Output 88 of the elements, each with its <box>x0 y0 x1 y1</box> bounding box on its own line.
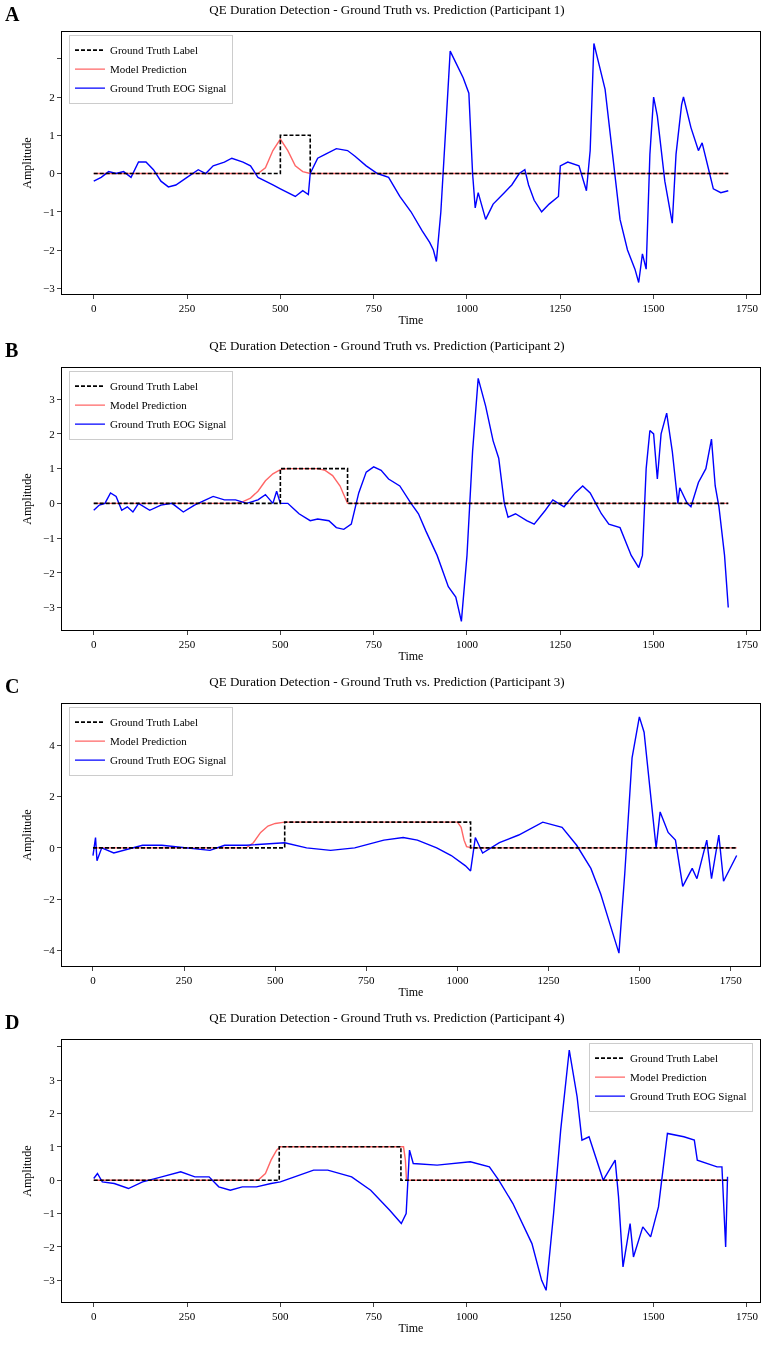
y-tick-label: −1 <box>43 205 55 218</box>
y-axis-title: Amplitude <box>20 1145 35 1197</box>
legend-label: Model Prediction <box>109 735 188 748</box>
y-tick-label: 0 <box>49 841 56 854</box>
x-axis-title: Time <box>398 1321 424 1336</box>
x-tick-label: 1750 <box>735 638 759 651</box>
x-tick-label: 1250 <box>537 974 561 987</box>
legend-label: Model Prediction <box>109 399 188 412</box>
x-tick-label: 1750 <box>719 974 743 987</box>
x-tick-label: 0 <box>90 302 97 315</box>
x-tick-label: 750 <box>358 974 376 987</box>
text: D <box>5 1011 20 1033</box>
y-tick-label: 0 <box>49 167 56 180</box>
y-tick-label: 3 <box>49 1073 56 1086</box>
legend-label: Ground Truth EOG Signal <box>630 1090 747 1103</box>
x-tick-label: 250 <box>178 638 196 651</box>
y-axis-title: Amplitude <box>20 809 35 861</box>
y-tick-label: 4 <box>49 738 56 751</box>
x-tick-label: 1750 <box>735 302 759 315</box>
y-tick-label: 2 <box>49 790 55 803</box>
x-tick-label: 750 <box>365 302 383 315</box>
x-axis-title: Time <box>398 313 424 328</box>
x-tick-label: 250 <box>175 974 193 987</box>
y-tick-label: −3 <box>43 601 56 614</box>
legend-label: Model Prediction <box>109 63 188 76</box>
legend-label: Ground Truth EOG Signal <box>109 82 227 95</box>
x-tick-label: 0 <box>90 638 97 651</box>
x-tick-label: 500 <box>266 974 284 987</box>
y-tick-label: −4 <box>43 944 56 957</box>
chart-title: QE Duration Detection - Ground Truth vs. Prediction (Participant 1) <box>209 2 565 18</box>
x-tick-label: 1500 <box>628 974 652 987</box>
y-axis-title: Amplitude <box>20 137 35 189</box>
y-tick-label: −3 <box>43 282 56 295</box>
x-tick-label: 750 <box>365 1310 383 1323</box>
legend-label: Ground Truth Label <box>109 380 198 393</box>
y-tick-label: −1 <box>43 1207 55 1220</box>
x-tick-label: 1000 <box>455 1310 479 1323</box>
x-axis-title: Time <box>398 985 424 1000</box>
x-tick-label: 250 <box>178 302 196 315</box>
chart-title: QE Duration Detection - Ground Truth vs. Prediction (Participant 3) <box>209 674 565 690</box>
x-tick-label: 1000 <box>455 302 479 315</box>
y-tick-label: −1 <box>43 531 55 544</box>
legend-label: Ground Truth EOG Signal <box>109 418 227 431</box>
x-tick-label: 500 <box>272 638 290 651</box>
text: C <box>5 675 20 697</box>
text: A <box>5 3 20 25</box>
legend-label: Ground Truth EOG Signal <box>109 754 227 767</box>
x-tick-label: 1250 <box>549 638 572 651</box>
line-series <box>93 42 729 284</box>
y-tick-label: 2 <box>49 90 55 103</box>
x-tick-label: 500 <box>272 1310 290 1323</box>
y-tick-label: 0 <box>49 1174 56 1187</box>
x-tick-label: 1000 <box>446 974 469 987</box>
legend-label: Ground Truth Label <box>109 44 198 57</box>
line-series <box>92 716 738 954</box>
chart-title: QE Duration Detection - Ground Truth vs. Prediction (Participant 4) <box>209 1010 565 1026</box>
y-tick-label: −3 <box>43 1274 56 1287</box>
y-tick-label: 1 <box>49 1140 55 1153</box>
line-series <box>93 377 729 623</box>
y-tick-label: 2 <box>49 1107 55 1120</box>
legend-label: Ground Truth Label <box>109 716 198 729</box>
y-tick-label: −2 <box>43 566 55 579</box>
y-tick-label: −2 <box>43 243 55 256</box>
x-tick-label: 250 <box>178 1310 196 1323</box>
y-tick-label: 2 <box>49 427 55 440</box>
y-axis-title: Amplitude <box>20 473 35 525</box>
x-tick-label: 0 <box>90 974 97 987</box>
x-tick-label: 1500 <box>642 1310 666 1323</box>
y-tick-label: 1 <box>49 462 55 475</box>
y-tick-label: −2 <box>43 1240 55 1253</box>
y-tick-label: 1 <box>49 129 55 142</box>
x-tick-label: 1500 <box>642 638 666 651</box>
x-axis-title: Time <box>398 649 424 664</box>
legend-label: Ground Truth Label <box>630 1052 719 1065</box>
x-tick-label: 1250 <box>549 1310 572 1323</box>
x-tick-label: 1500 <box>642 302 666 315</box>
text: B <box>5 339 19 361</box>
y-tick-label: −2 <box>43 893 55 906</box>
x-tick-label: 1750 <box>735 1310 759 1323</box>
x-tick-label: 500 <box>272 302 290 315</box>
legend-label: Model Prediction <box>630 1071 708 1084</box>
x-tick-label: 750 <box>365 638 383 651</box>
y-tick-label: 3 <box>49 393 56 406</box>
x-tick-label: 1250 <box>549 302 572 315</box>
x-tick-label: 0 <box>90 1310 97 1323</box>
y-tick-label: 0 <box>49 497 56 510</box>
x-tick-label: 1000 <box>455 638 479 651</box>
chart-title: QE Duration Detection - Ground Truth vs. Prediction (Participant 2) <box>209 338 565 354</box>
